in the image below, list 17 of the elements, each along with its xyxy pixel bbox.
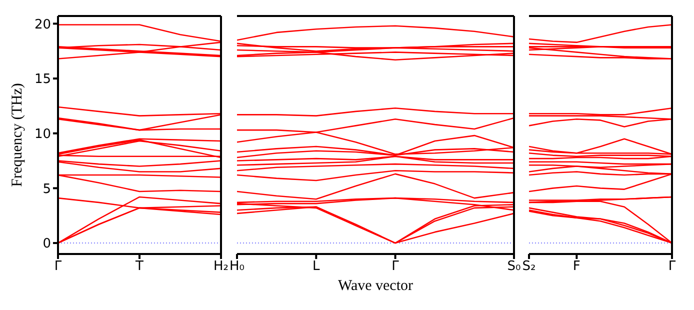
x-tick-label: Γ bbox=[54, 259, 62, 274]
x-axis-title: Wave vector bbox=[338, 278, 414, 294]
y-tick-label: 0 bbox=[42, 236, 51, 252]
x-tick-label: Γ bbox=[668, 259, 676, 274]
x-tick-label: S₀ bbox=[507, 259, 521, 274]
x-tick-label: Γ bbox=[392, 259, 400, 274]
x-tick-label: H₀ bbox=[230, 259, 244, 274]
y-axis-title: Frequency (THz) bbox=[9, 83, 26, 187]
y-tick-label: 5 bbox=[42, 182, 51, 197]
x-tick-label: F bbox=[572, 259, 580, 274]
y-tick-label: 20 bbox=[34, 17, 51, 32]
x-tick-label: L bbox=[312, 259, 321, 274]
x-tick-label: T bbox=[134, 259, 144, 274]
x-tick-label: H₂ bbox=[214, 259, 228, 274]
y-tick-label: 10 bbox=[34, 126, 51, 142]
y-tick-label: 15 bbox=[34, 72, 51, 88]
x-tick-label: S₂ bbox=[522, 259, 536, 274]
